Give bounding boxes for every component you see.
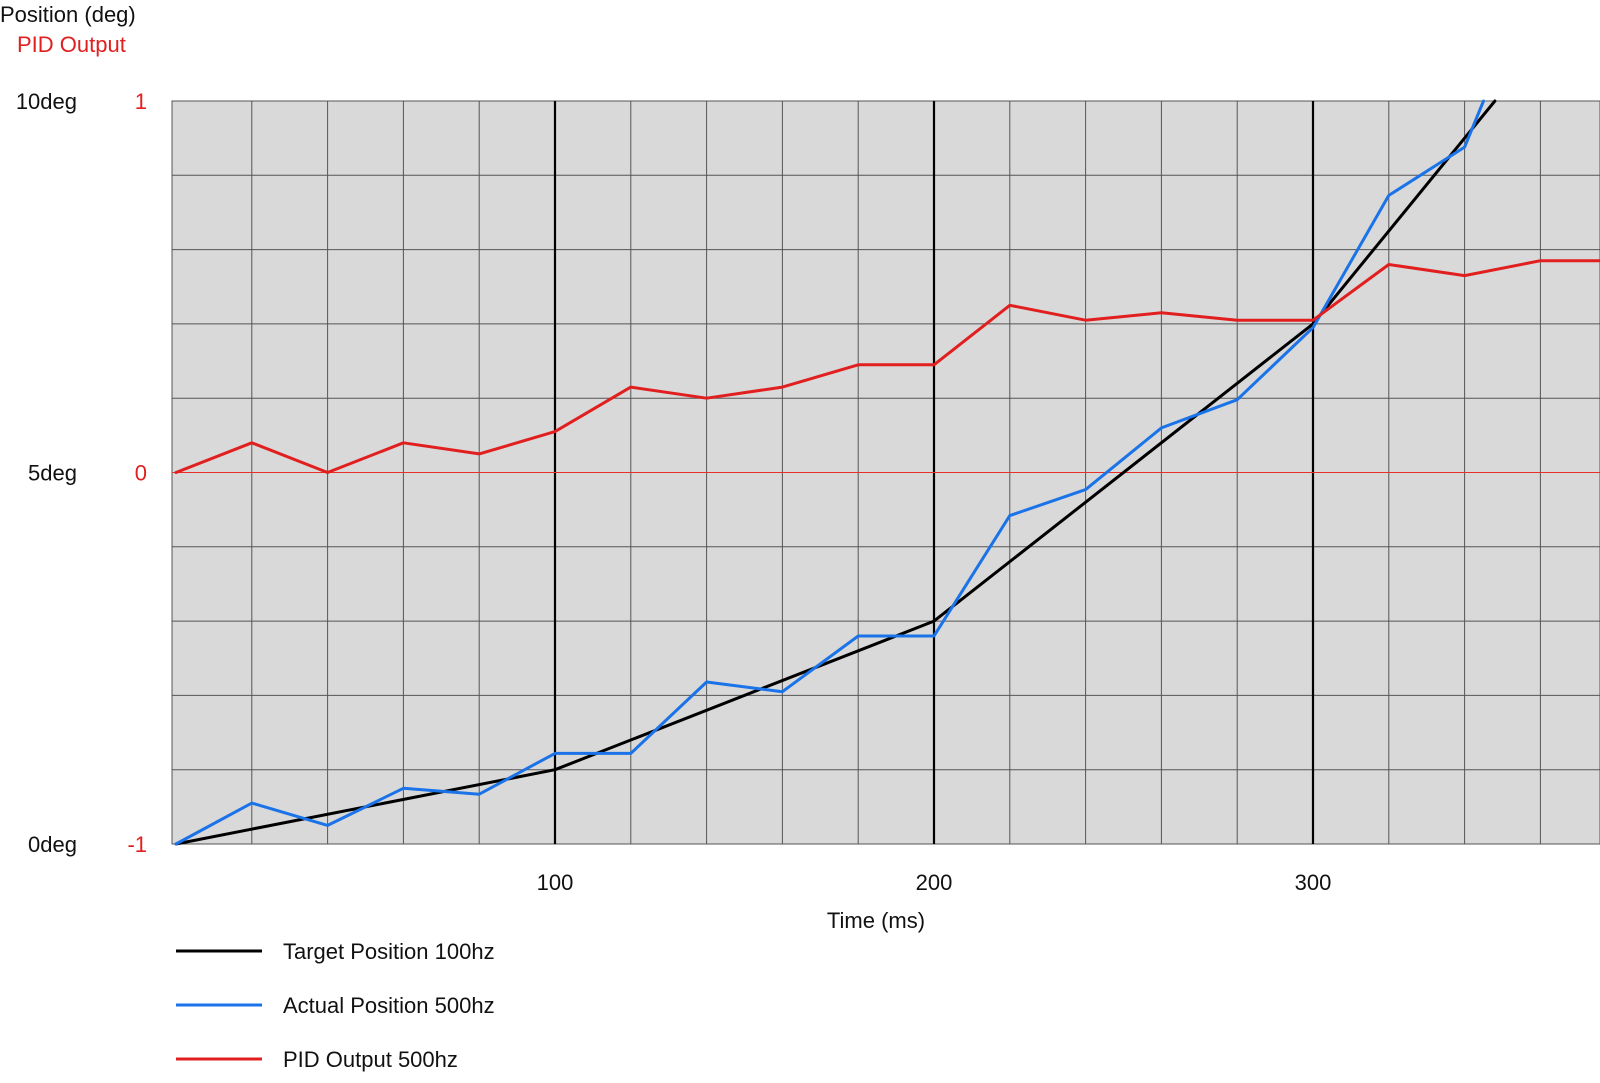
y-axis-title-right: PID Output [17, 32, 126, 57]
tick-labels: 0deg 5deg 10deg -1 0 1 100 200 300 [16, 89, 1332, 895]
series-group [174, 99, 1600, 846]
x-tick-label: 100 [537, 870, 574, 895]
legend-pid-output-label: PID Output 500hz [283, 1047, 458, 1072]
y-left-tick-label: 0deg [28, 832, 77, 857]
x-axis-title: Time (ms) [827, 908, 925, 933]
target-position-line [174, 99, 1497, 846]
actual-position-line [174, 99, 1485, 846]
pid-output-line [174, 259, 1600, 474]
y-right-tick-label: 0 [135, 461, 147, 486]
y-right-tick-label: 1 [135, 89, 147, 114]
y-left-tick-label: 10deg [16, 89, 77, 114]
y-right-tick-label: -1 [127, 832, 147, 857]
x-tick-label: 300 [1295, 870, 1332, 895]
legend: Target Position 100hz Actual Position 500… [176, 939, 495, 1072]
y-axis-title-left: Position (deg) [0, 2, 136, 27]
legend-target-position-label: Target Position 100hz [283, 939, 495, 964]
y-left-tick-label: 5deg [28, 461, 77, 486]
x-tick-label: 200 [916, 870, 953, 895]
legend-actual-position-label: Actual Position 500hz [283, 993, 495, 1018]
